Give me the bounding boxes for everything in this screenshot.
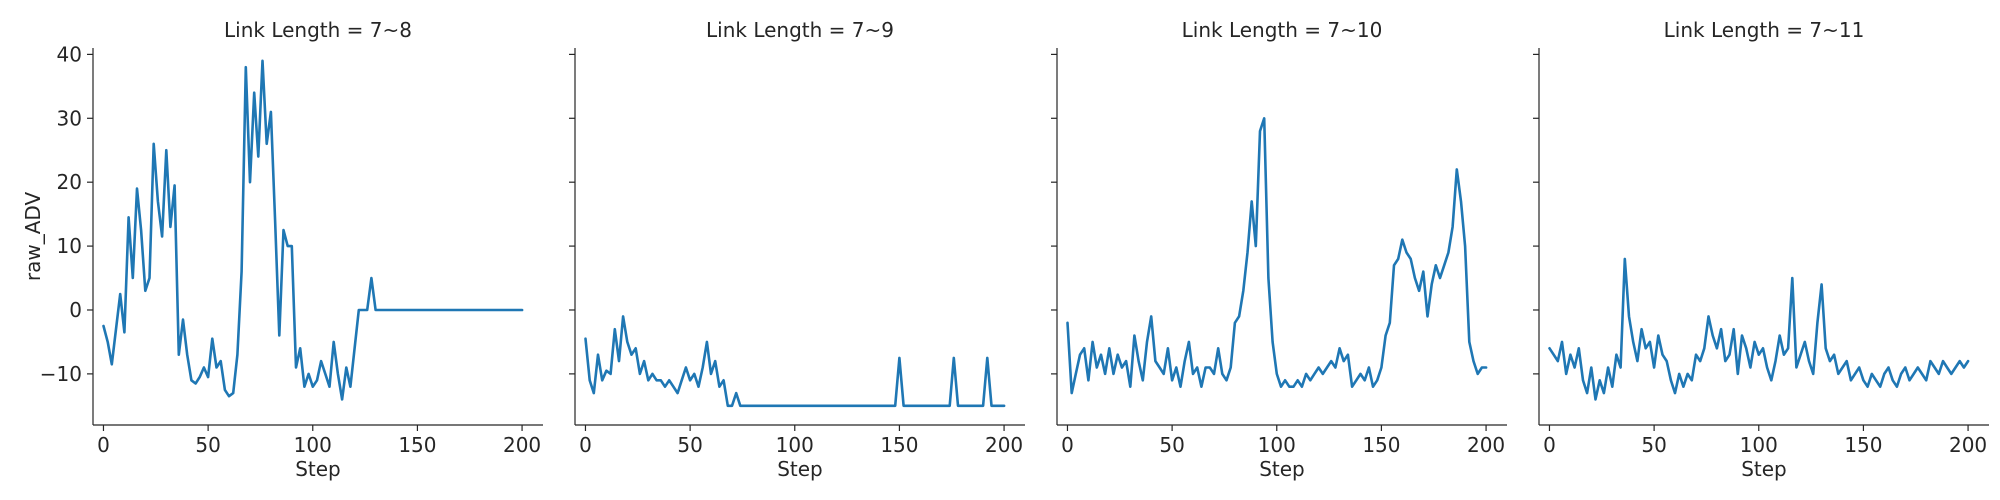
x-tick-label: 100 [294, 433, 332, 457]
y-tick-label: 10 [57, 234, 82, 258]
panel-1: 0 50 100 150 200 −10 0 10 20 30 40 Link Length = 7~… [21, 18, 543, 481]
x-tick-label: 50 [1159, 433, 1184, 457]
x-tick-label: 200 [503, 433, 541, 457]
y-tick-label: 0 [69, 298, 82, 322]
panel-4: 0 50 100 150 200 Link Length = 7~11 Step [1533, 18, 1989, 481]
y-tick-label: 20 [57, 170, 82, 194]
series-line [102, 59, 524, 401]
x-tick-label: 150 [1844, 433, 1882, 457]
x-tick-label: 0 [97, 433, 110, 457]
y-tick-label: 40 [57, 42, 82, 66]
series-line [1066, 117, 1488, 395]
x-tick-label: 0 [1543, 433, 1556, 457]
panel-3: 0 50 100 150 200 Link Length = 7~10 Step [1051, 18, 1507, 481]
x-tick-label: 100 [776, 433, 814, 457]
x-tick-label: 150 [880, 433, 918, 457]
x-tick-label: 50 [195, 433, 220, 457]
x-axis-label: Step [1259, 457, 1305, 481]
panel-title: Link Length = 7~11 [1664, 18, 1865, 42]
x-tick-label: 50 [677, 433, 702, 457]
series-line [584, 315, 1006, 408]
y-tick-label: 30 [57, 106, 82, 130]
x-tick-label: 200 [1467, 433, 1505, 457]
x-tick-label: 150 [398, 433, 436, 457]
x-axis-label: Step [1741, 457, 1787, 481]
panel-title: Link Length = 7~9 [706, 18, 894, 42]
x-tick-label: 200 [985, 433, 1023, 457]
panel-title: Link Length = 7~10 [1182, 18, 1383, 42]
panel-2: 0 50 100 150 200 Link Length = 7~9 Step [569, 18, 1025, 481]
x-tick-label: 0 [1061, 433, 1074, 457]
y-tick-label: −10 [40, 362, 82, 386]
x-axis-label: Step [295, 457, 341, 481]
x-tick-label: 200 [1949, 433, 1987, 457]
y-axis-label: raw_ADV [21, 192, 45, 282]
x-tick-label: 150 [1362, 433, 1400, 457]
series-line [1548, 257, 1970, 401]
x-tick-label: 50 [1641, 433, 1666, 457]
x-tick-label: 100 [1740, 433, 1778, 457]
x-tick-label: 0 [579, 433, 592, 457]
x-axis-label: Step [777, 457, 823, 481]
x-tick-label: 100 [1258, 433, 1296, 457]
panel-title: Link Length = 7~8 [224, 18, 412, 42]
